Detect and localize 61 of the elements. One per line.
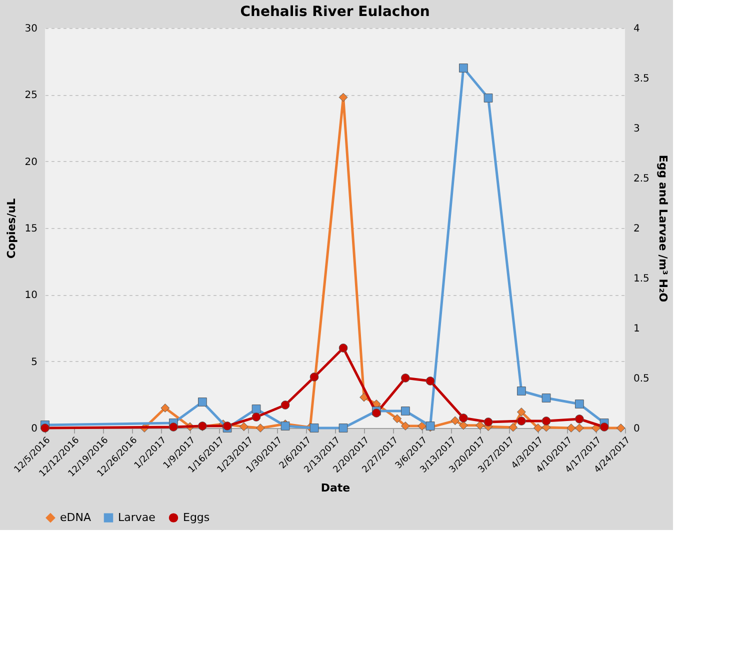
point — [256, 424, 265, 432]
point — [534, 424, 542, 432]
legend-label: Eggs — [183, 510, 210, 524]
point — [360, 392, 368, 402]
legend-label: eDNA — [60, 510, 92, 524]
y2-tick-label: 2 — [634, 224, 640, 234]
point — [239, 422, 248, 432]
y2-tick-label: 0.5 — [634, 374, 650, 384]
y2-tick-label: 1.5 — [634, 274, 650, 284]
chart-title: Chehalis River Eulachon — [240, 4, 430, 20]
y-tick-label: 30 — [24, 24, 38, 34]
y2-tick-label: 0 — [634, 424, 640, 434]
point — [280, 400, 290, 410]
y2-tick-label: 2.5 — [634, 174, 650, 184]
point — [198, 398, 207, 406]
point — [574, 414, 584, 424]
point — [160, 404, 170, 412]
point — [400, 406, 410, 416]
point — [542, 416, 551, 426]
legend-label: Larvae — [118, 510, 156, 524]
point — [450, 416, 460, 426]
point — [252, 404, 261, 414]
point — [476, 420, 484, 430]
y-tick-label: 15 — [24, 224, 38, 234]
point — [516, 416, 526, 426]
point — [600, 422, 609, 432]
y-axis-title: Copies/uL — [4, 198, 18, 259]
point — [418, 422, 426, 430]
y-tick-label: 5 — [31, 356, 38, 368]
point — [338, 424, 348, 432]
y-tick-label: 10 — [24, 290, 38, 302]
y2-tick-label: 3 — [634, 124, 640, 134]
point — [458, 64, 468, 72]
point — [392, 414, 402, 424]
point — [310, 372, 319, 382]
point — [574, 424, 584, 432]
y-tick-label: 25 — [24, 90, 38, 102]
point — [400, 374, 410, 382]
point — [310, 424, 319, 432]
point — [566, 424, 576, 432]
y2-tick-label: 4 — [634, 24, 640, 34]
y-tick-label: 0 — [31, 424, 38, 434]
point — [338, 92, 348, 102]
point — [426, 376, 435, 386]
point — [338, 344, 348, 352]
point — [516, 408, 526, 416]
point — [168, 422, 178, 432]
point — [516, 386, 526, 396]
point — [458, 414, 468, 422]
y2-tick-label: 1 — [634, 324, 640, 334]
y2-axis-title: Egg and Larvae /m³ H₂O — [656, 154, 670, 302]
point — [542, 394, 551, 402]
x-axis-title: Date — [320, 482, 350, 495]
point — [484, 418, 493, 426]
point — [574, 400, 584, 408]
point — [252, 412, 261, 422]
point — [400, 422, 410, 430]
y2-tick-label: 3.5 — [634, 74, 650, 84]
y-tick-label: 20 — [24, 156, 38, 168]
point — [484, 94, 493, 102]
point — [508, 422, 518, 432]
